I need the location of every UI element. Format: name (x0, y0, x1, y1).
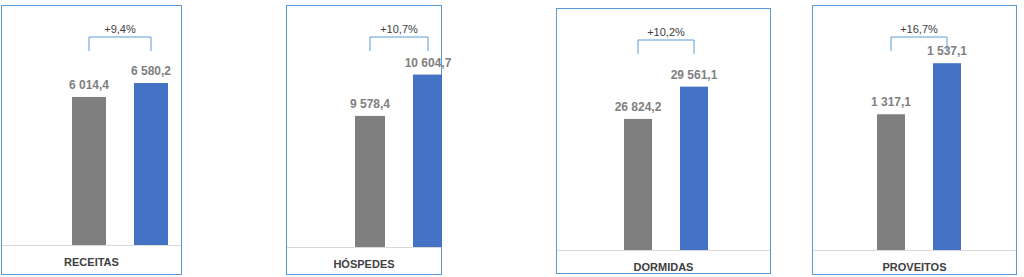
data-label: 10 604,7 (405, 56, 452, 70)
title: PROVEITOS (883, 261, 947, 273)
x-axis (2, 245, 181, 246)
bracket (370, 37, 428, 51)
bracket (891, 37, 947, 51)
data-label: 9 578,4 (350, 97, 390, 111)
bars (72, 83, 168, 245)
x-axis (813, 250, 1016, 251)
bar (877, 114, 905, 250)
axis-line (557, 250, 770, 251)
panel-frame (813, 6, 1017, 275)
title: DORMIDAS (634, 261, 694, 273)
bracket (89, 37, 151, 51)
bar (413, 75, 442, 247)
panel-frame (557, 9, 771, 274)
x-axis (557, 250, 770, 251)
bar (933, 63, 961, 250)
annotation: +10,2% (647, 26, 685, 38)
axis-line (287, 247, 441, 248)
annotation: +10,7% (380, 23, 418, 35)
bars (877, 63, 961, 250)
x-axis (287, 247, 441, 248)
title: HÓSPEDES (333, 258, 394, 270)
bar (355, 116, 385, 247)
data-label: 6 014,4 (69, 78, 109, 92)
panel: 1 317,11 537,1+16,7%PROVEITOS (813, 6, 1017, 275)
data-label: 1 317,1 (871, 95, 911, 109)
annotation: +16,7% (900, 23, 938, 35)
annotation: +9,4% (104, 23, 136, 35)
axis-line (2, 245, 181, 246)
bracket (638, 40, 694, 54)
data-label: 26 824,2 (615, 100, 662, 114)
title: RECEITAS (64, 256, 119, 268)
chart-root: 6 014,4 6 580,2 +9,4% RECEITAS 9 578,4 10 604… (0, 0, 1024, 277)
panel: 6 014,4 6 580,2 +9,4% RECEITAS (2, 6, 182, 275)
panel: 26 824,2 29 561,1 +10,2% DORMIDAS (557, 9, 771, 274)
bar (72, 97, 106, 245)
axis-line (813, 250, 1016, 251)
bar (680, 87, 708, 250)
panel-frame (2, 6, 182, 275)
data-label: 6 580,2 (131, 64, 171, 78)
panel: 9 578,4 10 604,7 +10,7% HÓSPEDES (287, 6, 452, 275)
bar (624, 119, 652, 250)
data-label: 29 561,1 (671, 68, 718, 82)
bar (134, 83, 168, 245)
